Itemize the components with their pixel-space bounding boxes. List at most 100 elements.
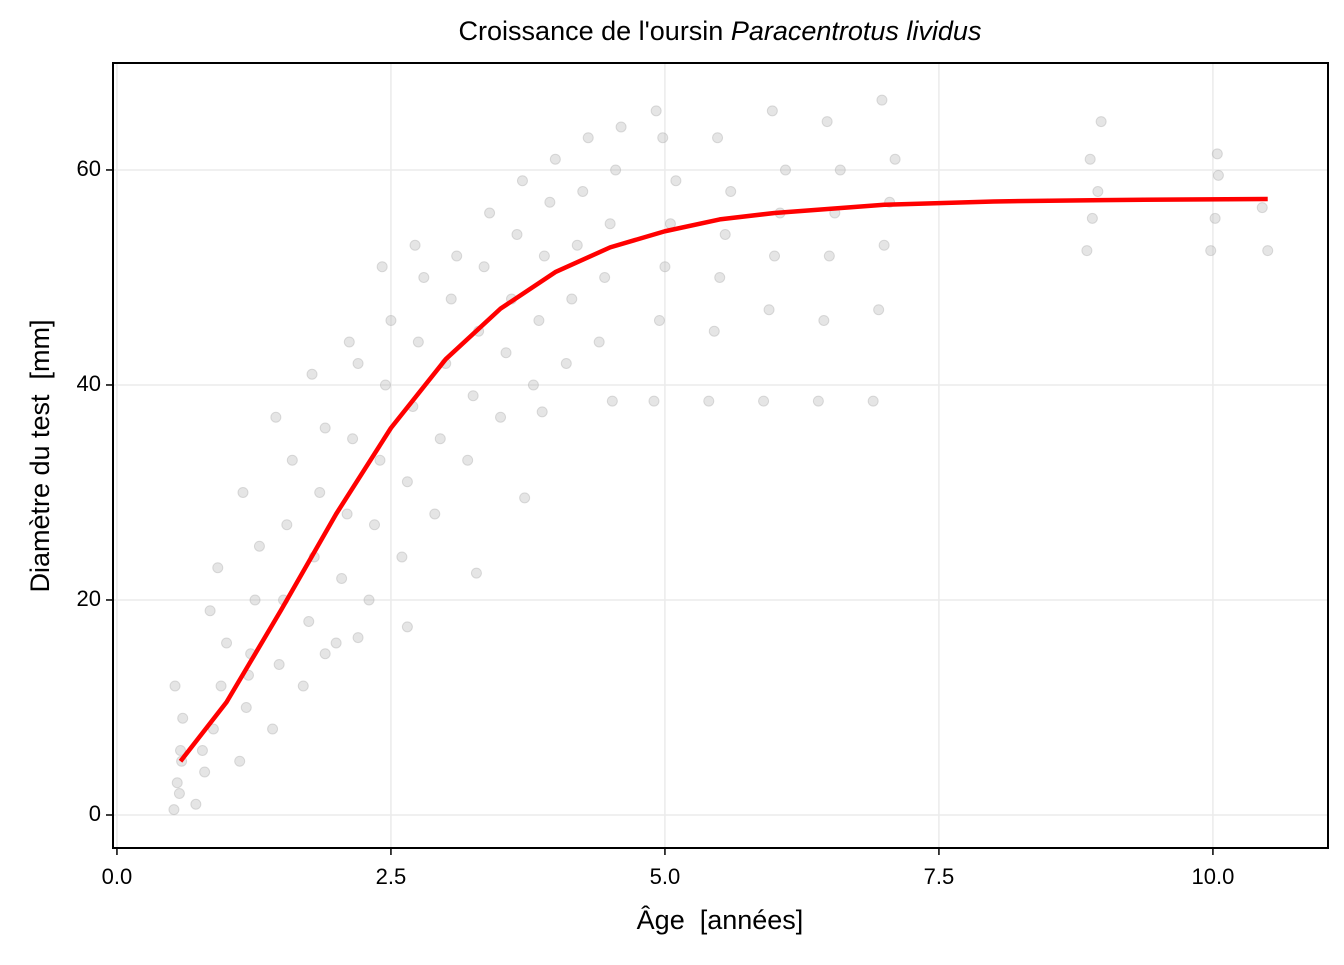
x-tick-label: 2.5 [376,864,407,889]
data-point [341,508,353,520]
data-point [352,357,364,369]
data-point [495,411,507,423]
data-point [1262,245,1274,257]
data-point [171,777,183,789]
data-point [648,395,660,407]
y-tick-label: 40 [77,371,101,396]
data-point [527,379,539,391]
title-species: Paracentrotus lividus [731,16,982,46]
data-point [533,314,545,326]
x-tick-label: 7.5 [924,864,955,889]
data-point [221,637,233,649]
data-point [175,744,187,756]
data-point [297,680,309,692]
data-point [212,562,224,574]
data-point [347,433,359,445]
data-point [818,314,830,326]
data-point [177,712,189,724]
data-point [376,261,388,273]
x-tick-label: 0.0 [102,864,133,889]
data-point [1092,185,1104,197]
data-point [1211,148,1223,160]
chart-title: Croissance de l'oursin Paracentrotus liv… [459,16,982,46]
data-point [1086,212,1098,224]
data-point [314,486,326,498]
data-point [196,744,208,756]
data-point [703,395,715,407]
data-point [249,594,261,606]
data-point [582,132,594,144]
data-point [1081,245,1093,257]
data-point [653,314,665,326]
data-point [401,621,413,633]
data-point [889,153,901,165]
data-point [657,132,669,144]
data-point [823,250,835,262]
data-point [478,261,490,273]
x-tick-label: 5.0 [650,864,681,889]
data-point [549,153,561,165]
data-point [650,105,662,117]
data-point [173,787,185,799]
data-point [560,357,572,369]
data-point [821,116,833,128]
data-point [511,228,523,240]
data-point [270,411,282,423]
data-point [593,336,605,348]
data-point [712,132,724,144]
fit-curve [178,196,1268,763]
data-point [286,454,298,466]
data-point [1205,245,1217,257]
data-point [319,648,331,660]
data-point [237,486,249,498]
data-point [876,94,888,106]
data-point [519,492,531,504]
data-point [467,390,479,402]
data-point [500,347,512,359]
data-point [1209,212,1221,224]
data-point [234,755,246,767]
data-point [538,250,550,262]
data-point [273,658,285,670]
x-tick-label: 10.0 [1192,864,1235,889]
data-point [379,379,391,391]
data-point [409,239,421,251]
data-point [319,422,331,434]
data-point [306,368,318,380]
data-point [516,175,528,187]
data-point [204,605,216,617]
data-point [610,164,622,176]
data-point [758,395,770,407]
data-point [374,454,386,466]
data-point [240,701,252,713]
data-point [330,637,342,649]
data-point [873,304,885,316]
data-point [303,615,315,627]
data-point [769,250,781,262]
data-point [396,551,408,563]
data-point [1084,153,1096,165]
y-axis-label: Diamètre du test [mm] [25,319,55,592]
data-point [484,207,496,219]
data-point [385,314,397,326]
data-point [659,261,671,273]
data-point [766,105,778,117]
data-point [878,239,890,251]
data-point [708,325,720,337]
data-point [719,228,731,240]
data-point [363,594,375,606]
data-point [834,164,846,176]
marks [168,94,1274,816]
data-point [412,336,424,348]
data-point [451,250,463,262]
data-point [566,293,578,305]
data-point [434,433,446,445]
data-point [215,680,227,692]
data-point [1212,169,1224,181]
data-point [536,406,548,418]
data-point [190,798,202,810]
y-tick-label: 60 [77,156,101,181]
data-point [336,572,348,584]
